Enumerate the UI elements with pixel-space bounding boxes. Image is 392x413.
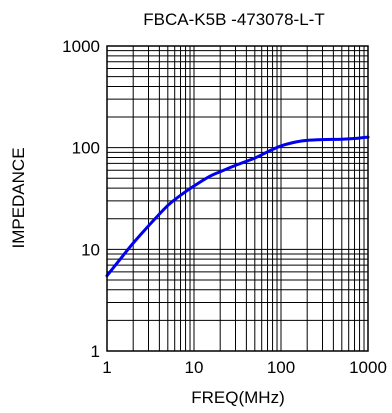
grid <box>107 46 368 351</box>
impedance-curve <box>105 135 370 278</box>
chart-title: FBCA-K5B -473078-L-T <box>143 10 324 29</box>
y-tick-label: 1000 <box>62 37 100 56</box>
x-axis-label: FREQ(MHz) <box>191 388 284 407</box>
x-tick-label: 1000 <box>349 358 387 377</box>
series <box>105 135 370 278</box>
y-tick-label: 1 <box>91 342 100 361</box>
y-tick-label: 10 <box>81 240 100 259</box>
plot-frame <box>106 45 369 352</box>
x-tick-label: 10 <box>185 358 204 377</box>
y-axis-label: IMPEDANCE <box>9 147 28 248</box>
tick-labels: 1 10 100 1000 1 10 100 1000 <box>62 37 387 377</box>
x-tick-label: 100 <box>267 358 295 377</box>
x-tick-label: 1 <box>102 358 111 377</box>
y-tick-label: 100 <box>72 139 100 158</box>
